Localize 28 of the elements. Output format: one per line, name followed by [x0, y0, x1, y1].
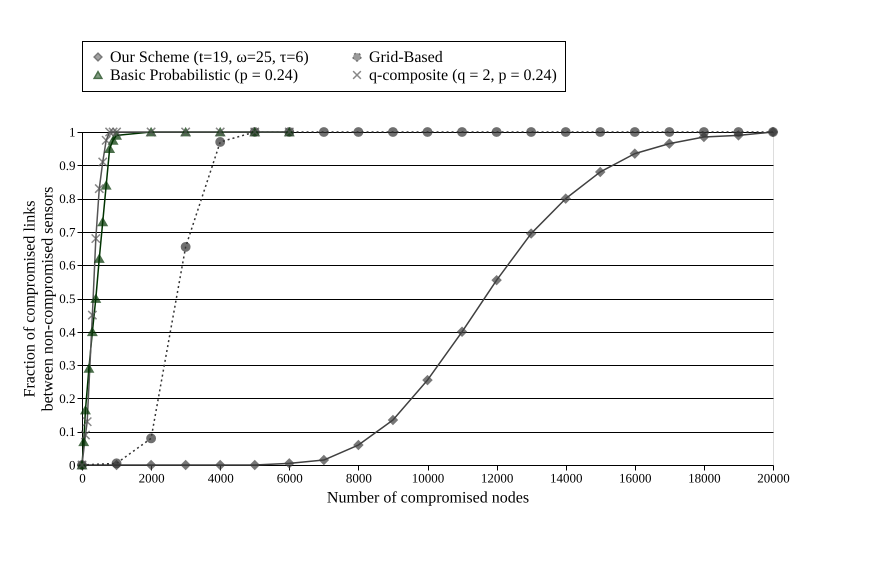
legend-label: Grid-Based	[369, 49, 443, 66]
x-tick-label: 0	[79, 470, 86, 486]
x-tick-label: 6000	[276, 470, 303, 486]
legend-label: Our Scheme (t=19, ω=25, τ=6)	[110, 49, 309, 66]
x-tick-label: 14000	[550, 470, 582, 486]
legend-label: q-composite (q = 2, p = 0.24)	[369, 67, 557, 84]
y-tick-label: 0.6	[59, 258, 76, 273]
x-axis-title: Number of compromised nodes	[326, 490, 530, 506]
x-tick-label: 8000	[346, 470, 372, 486]
y-tick-label: 0.2	[59, 390, 76, 406]
y-tick-label: 1	[69, 124, 76, 140]
y-tick-label: 0.8	[59, 191, 76, 206]
y-tick-label: 0.5	[59, 291, 76, 306]
x-tick-label: 2000	[138, 470, 165, 486]
x-tick-label: 20000	[757, 470, 790, 486]
x-tick-label: 12000	[480, 470, 514, 486]
x-tick-label: 4000	[208, 470, 234, 486]
y-tick-label: 0.1	[59, 424, 76, 440]
y-axis-title: Fraction of compromised links between non-compromised sensors	[21, 186, 56, 412]
y-tick-label: 0.4	[59, 324, 76, 340]
y-tick-label: 0.3	[59, 358, 76, 373]
x-tick-label: 10000	[412, 470, 444, 486]
x-tick-label: 18000	[688, 470, 721, 486]
y-tick-label: 0.7	[59, 224, 76, 240]
legend-label: Basic Probabilistic (p = 0.24)	[110, 67, 298, 84]
x-tick-label: 16000	[619, 470, 652, 486]
y-tick-label: 0.9	[59, 158, 76, 173]
y-tick-label: 0	[69, 458, 76, 472]
